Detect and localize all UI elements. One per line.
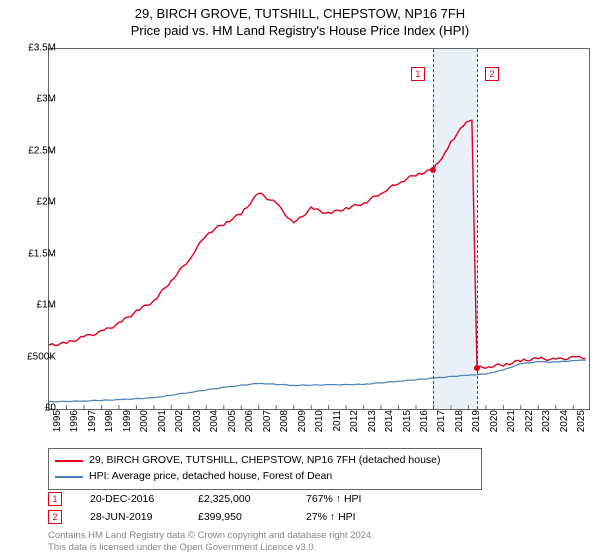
marker-delta-1: 767% ↑ HPI xyxy=(306,493,386,505)
x-axis-label: 2016 xyxy=(419,410,430,440)
x-axis-label: 1998 xyxy=(104,410,115,440)
x-axis-label: 2025 xyxy=(576,410,587,440)
x-axis-label: 2003 xyxy=(192,410,203,440)
y-axis-label: £0 xyxy=(12,403,56,414)
y-axis-label: £2.5M xyxy=(12,145,56,156)
legend-row: 29, BIRCH GROVE, TUTSHILL, CHEPSTOW, NP1… xyxy=(55,453,475,469)
marker-price-1: £2,325,000 xyxy=(198,493,278,505)
x-axis-label: 2024 xyxy=(559,410,570,440)
x-axis-label: 2006 xyxy=(244,410,255,440)
x-axis-label: 2020 xyxy=(489,410,500,440)
footnote-line1: Contains HM Land Registry data © Crown c… xyxy=(48,530,374,542)
title-sub: Price paid vs. HM Land Registry's House … xyxy=(0,23,600,38)
marker-delta-2: 27% ↑ HPI xyxy=(306,511,386,523)
legend-label-1: 29, BIRCH GROVE, TUTSHILL, CHEPSTOW, NP1… xyxy=(89,453,441,469)
x-axis-label: 1997 xyxy=(87,410,98,440)
event-point xyxy=(474,365,480,371)
marker-badge-2: 2 xyxy=(48,510,62,524)
y-axis-label: £1.5M xyxy=(12,248,56,259)
x-axis-label: 2004 xyxy=(209,410,220,440)
y-axis-label: £3M xyxy=(12,94,56,105)
x-axis-label: 2005 xyxy=(227,410,238,440)
legend-swatch-2 xyxy=(55,476,83,478)
legend-row: HPI: Average price, detached house, Fore… xyxy=(55,469,475,485)
x-axis-label: 2017 xyxy=(436,410,447,440)
event-line xyxy=(477,49,478,409)
y-axis-label: £1M xyxy=(12,300,56,311)
x-axis-label: 1995 xyxy=(52,410,63,440)
x-axis-label: 2002 xyxy=(174,410,185,440)
x-axis-label: 2021 xyxy=(506,410,517,440)
marker-date-2: 28-JUN-2019 xyxy=(90,511,170,523)
x-axis-label: 2014 xyxy=(384,410,395,440)
legend: 29, BIRCH GROVE, TUTSHILL, CHEPSTOW, NP1… xyxy=(48,448,482,490)
marker-row: 2 28-JUN-2019 £399,950 27% ↑ HPI xyxy=(48,508,386,526)
marker-date-1: 20-DEC-2016 xyxy=(90,493,170,505)
x-axis-label: 2011 xyxy=(332,410,343,440)
footnote: Contains HM Land Registry data © Crown c… xyxy=(48,530,374,555)
event-point xyxy=(430,167,436,173)
event-line xyxy=(433,49,434,409)
chart-plot-area: 12 xyxy=(48,48,590,410)
x-axis-label: 2000 xyxy=(139,410,150,440)
y-axis-label: £500K xyxy=(12,351,56,362)
marker-price-2: £399,950 xyxy=(198,511,278,523)
x-axis-label: 2023 xyxy=(541,410,552,440)
legend-label-2: HPI: Average price, detached house, Fore… xyxy=(89,469,332,485)
x-axis-label: 2019 xyxy=(471,410,482,440)
y-axis-label: £2M xyxy=(12,197,56,208)
chart-svg xyxy=(49,49,589,409)
y-axis-label: £3.5M xyxy=(12,43,56,54)
marker-row: 1 20-DEC-2016 £2,325,000 767% ↑ HPI xyxy=(48,490,386,508)
event-marker-badge: 1 xyxy=(411,67,425,81)
series-hpi xyxy=(49,360,586,402)
marker-table: 1 20-DEC-2016 £2,325,000 767% ↑ HPI 2 28… xyxy=(48,490,386,526)
marker-badge-1: 1 xyxy=(48,492,62,506)
x-axis-label: 2001 xyxy=(157,410,168,440)
x-axis-label: 2010 xyxy=(314,410,325,440)
x-axis-label: 2022 xyxy=(524,410,535,440)
x-axis-label: 2015 xyxy=(402,410,413,440)
x-axis-label: 1999 xyxy=(122,410,133,440)
x-axis-label: 2012 xyxy=(349,410,360,440)
x-axis-label: 2009 xyxy=(297,410,308,440)
legend-swatch-1 xyxy=(55,460,83,462)
x-axis-label: 1996 xyxy=(69,410,80,440)
footnote-line2: This data is licensed under the Open Gov… xyxy=(48,542,374,554)
x-axis-label: 2007 xyxy=(262,410,273,440)
x-axis-label: 2018 xyxy=(454,410,465,440)
x-axis-label: 2008 xyxy=(279,410,290,440)
series-price_paid xyxy=(49,120,586,368)
event-marker-badge: 2 xyxy=(485,67,499,81)
x-axis-label: 2013 xyxy=(367,410,378,440)
title-main: 29, BIRCH GROVE, TUTSHILL, CHEPSTOW, NP1… xyxy=(0,6,600,21)
